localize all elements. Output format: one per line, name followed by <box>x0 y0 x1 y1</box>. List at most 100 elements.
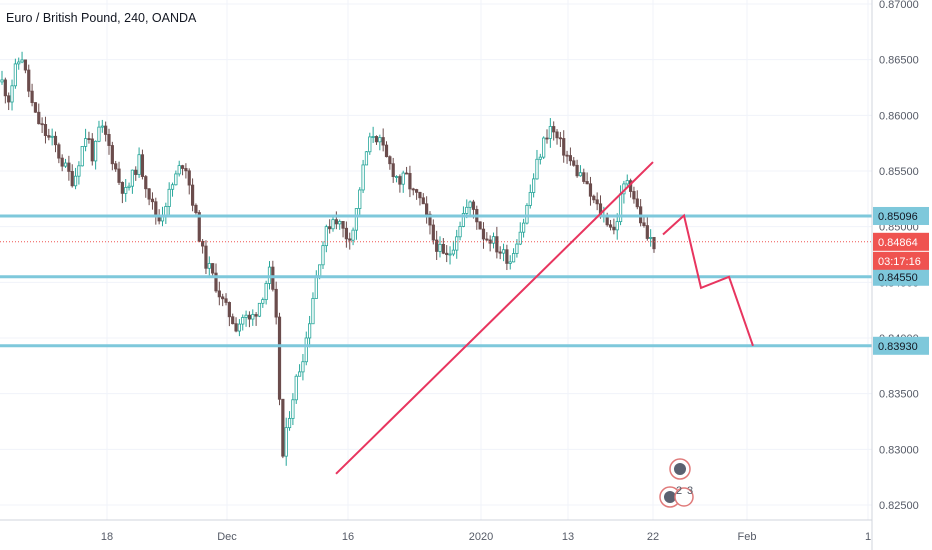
earnings-marker-icon[interactable] <box>659 486 681 508</box>
candle-body <box>448 253 452 256</box>
candle-body <box>50 135 54 138</box>
candle-body <box>234 323 238 332</box>
grid <box>0 0 872 520</box>
candle-body <box>565 154 569 157</box>
candle-body <box>130 169 134 187</box>
candle-body <box>190 184 195 206</box>
candle-body <box>334 219 338 225</box>
candle-body <box>555 131 559 139</box>
earnings-marker-icon[interactable] <box>669 458 691 480</box>
candle-body <box>291 399 295 419</box>
candle-body <box>17 61 21 65</box>
candle-body <box>83 138 88 147</box>
candle-body <box>545 137 549 140</box>
level-label: 0.85096 <box>878 211 918 223</box>
candle-body <box>241 317 245 325</box>
candle-body <box>632 191 636 200</box>
candle-body <box>30 90 34 103</box>
candle-body <box>40 123 44 126</box>
candle-body <box>244 314 248 318</box>
price-tick-label: 0.86000 <box>879 110 919 122</box>
candle-body <box>588 183 593 197</box>
candle-body <box>528 192 532 206</box>
candle-body <box>635 198 639 208</box>
candle-body <box>284 427 288 457</box>
candle-body <box>251 314 255 320</box>
candle-body <box>368 136 372 153</box>
trend-line[interactable] <box>335 161 654 475</box>
time-tick-label: 16 <box>342 531 354 543</box>
candle-body <box>425 203 429 215</box>
candle-body <box>180 165 185 169</box>
candle-body <box>77 165 81 177</box>
candle-body <box>568 155 573 162</box>
candle-body <box>187 170 191 186</box>
candle-body <box>542 137 546 158</box>
candle-body <box>237 323 241 332</box>
projection-path[interactable] <box>662 213 754 347</box>
candle-body <box>538 156 542 160</box>
candle-body <box>381 137 385 146</box>
marker-core <box>664 491 676 503</box>
drawing-annotations[interactable] <box>335 161 754 475</box>
candle-body <box>0 79 4 83</box>
candle-body <box>358 189 362 209</box>
candle-body <box>578 172 583 177</box>
current-price-box <box>873 232 929 251</box>
candle-body <box>267 266 272 284</box>
candle-body <box>221 296 225 300</box>
candle-body <box>127 185 131 188</box>
candle-body <box>348 238 352 241</box>
candle-body <box>485 238 489 241</box>
candle-body <box>107 134 111 146</box>
candle-body <box>625 180 629 185</box>
candle-body <box>23 59 28 71</box>
level-label: 0.83930 <box>878 341 918 353</box>
candle-body <box>465 206 469 214</box>
candle-body <box>67 162 71 172</box>
candle-body <box>37 111 41 125</box>
candle-body <box>471 201 476 210</box>
candle-body <box>281 398 285 457</box>
candle-body <box>572 160 576 166</box>
candle-body <box>532 178 536 193</box>
candle-body <box>214 272 218 292</box>
candle-body <box>495 236 499 253</box>
candle-body <box>525 204 529 224</box>
time-tick-label: 13 <box>562 531 574 543</box>
candle-body <box>3 79 7 97</box>
candle-body <box>558 137 562 140</box>
candle-body <box>194 204 198 213</box>
candle-body <box>247 314 252 320</box>
candle-body <box>97 126 101 142</box>
candle-body <box>328 226 332 230</box>
candle-body <box>140 154 145 177</box>
candle-body <box>150 198 155 203</box>
candle-body <box>394 176 399 178</box>
candle-body <box>535 158 539 180</box>
price-tick-label: 0.86500 <box>879 55 919 67</box>
candle-body <box>455 236 459 251</box>
candle-body <box>27 69 31 92</box>
candle-body <box>418 191 422 199</box>
time-tick-label: 18 <box>101 531 113 543</box>
candle-body <box>144 176 148 190</box>
candle-body <box>60 157 64 167</box>
candle-body <box>408 173 412 190</box>
time-tick-label: Dec <box>217 531 237 543</box>
level-label-box <box>873 206 929 225</box>
candle-body <box>277 316 282 400</box>
candle-body <box>110 145 114 165</box>
price-tick-label: 0.82500 <box>879 500 919 512</box>
candle-body <box>384 144 389 158</box>
candle-body <box>461 213 466 227</box>
candle-body <box>458 226 462 238</box>
candle-body <box>33 102 38 113</box>
candle-body <box>608 224 613 228</box>
marker-core <box>674 463 686 475</box>
candle-body <box>505 249 509 264</box>
candle-body <box>57 144 61 159</box>
candle-body <box>170 184 175 190</box>
